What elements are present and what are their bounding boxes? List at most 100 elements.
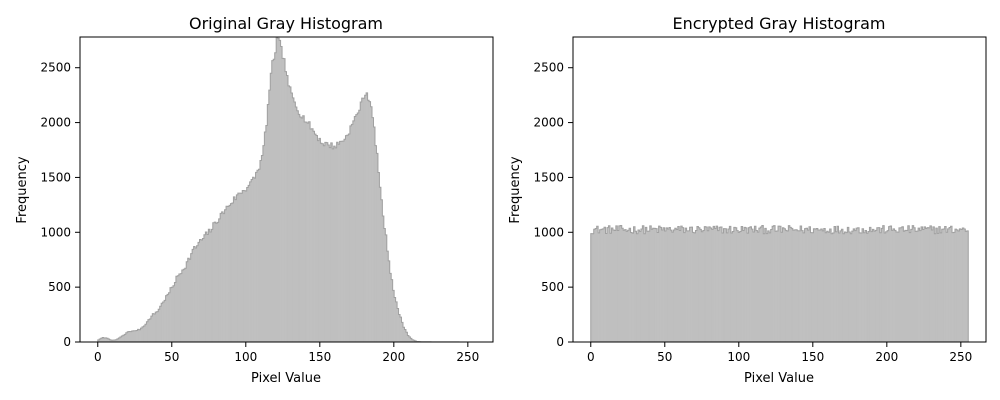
histogram-bar bbox=[816, 228, 819, 342]
histogram-bar bbox=[183, 269, 186, 342]
histogram-bar bbox=[143, 326, 146, 342]
y-tick-label: 1000 bbox=[533, 225, 564, 239]
histogram-bar bbox=[786, 230, 789, 342]
histogram-bar bbox=[848, 231, 851, 342]
histogram-bar bbox=[217, 222, 220, 342]
histogram-bar bbox=[298, 114, 301, 342]
histogram-bar bbox=[671, 232, 674, 342]
histogram-bar bbox=[663, 227, 665, 342]
histogram-bar bbox=[850, 233, 853, 342]
histogram-bar bbox=[938, 226, 941, 342]
histogram-bar bbox=[326, 142, 329, 342]
histogram-bar bbox=[890, 226, 892, 342]
y-tick-label: 2000 bbox=[533, 116, 564, 130]
histogram-bar bbox=[128, 331, 131, 342]
histogram-bar bbox=[956, 229, 959, 342]
histogram-bar bbox=[289, 86, 292, 343]
histogram-bar bbox=[810, 232, 813, 342]
histogram-bar bbox=[708, 226, 711, 342]
y-tick-label: 1500 bbox=[40, 170, 71, 184]
histogram-bar bbox=[352, 120, 355, 342]
histogram-bar bbox=[943, 229, 945, 342]
histogram-bar bbox=[386, 251, 389, 342]
histogram-bar bbox=[389, 273, 392, 342]
histogram-bar bbox=[131, 330, 134, 342]
histogram-bar bbox=[155, 312, 158, 342]
histogram-bar bbox=[916, 231, 919, 342]
histogram-bar bbox=[789, 227, 792, 342]
histogram-bar bbox=[301, 118, 304, 342]
histogram-bar bbox=[358, 110, 361, 342]
histogram-bar bbox=[699, 229, 702, 342]
histogram-bar bbox=[761, 225, 764, 342]
histogram-bar bbox=[813, 228, 816, 342]
histogram-bar bbox=[323, 145, 326, 342]
histogram-bar bbox=[921, 226, 923, 342]
histogram-bar bbox=[127, 331, 130, 342]
histogram-bar bbox=[726, 232, 729, 342]
histogram-bar bbox=[310, 129, 312, 342]
histogram-bar bbox=[152, 313, 155, 342]
histogram-bar bbox=[962, 228, 965, 342]
histogram-bar bbox=[367, 100, 370, 342]
histogram-bar bbox=[178, 274, 181, 342]
histogram-bar bbox=[149, 319, 152, 342]
histogram-bar bbox=[673, 230, 676, 342]
histogram-bar bbox=[240, 193, 243, 342]
histogram-bar bbox=[282, 58, 284, 342]
histogram-bar bbox=[366, 92, 368, 342]
histogram-bar bbox=[798, 230, 801, 342]
histogram-bar bbox=[691, 227, 693, 342]
histogram-bar bbox=[202, 238, 205, 342]
encrypted-plot-frame bbox=[572, 36, 987, 343]
histogram-bar bbox=[186, 261, 189, 342]
histogram-bar bbox=[596, 226, 599, 342]
histogram-bar bbox=[720, 226, 723, 342]
x-tick-label: 250 bbox=[949, 350, 972, 364]
histogram-bar bbox=[674, 228, 677, 342]
x-tick-label: 200 bbox=[875, 350, 898, 364]
histogram-bar bbox=[330, 142, 333, 342]
histogram-bar bbox=[941, 229, 944, 342]
y-tick-label: 0 bbox=[63, 335, 71, 349]
histogram-bar bbox=[156, 311, 159, 342]
histogram-bar bbox=[713, 226, 715, 342]
histogram-bar bbox=[287, 85, 290, 342]
histogram-bar bbox=[233, 196, 236, 342]
histogram-bar bbox=[267, 104, 270, 343]
histogram-bar bbox=[313, 131, 315, 342]
histogram-bar bbox=[205, 232, 208, 342]
histogram-bar bbox=[865, 230, 867, 342]
histogram-bar bbox=[893, 228, 895, 342]
histogram-bar bbox=[102, 337, 105, 342]
histogram-bar bbox=[203, 234, 206, 342]
histogram-bar bbox=[739, 231, 742, 342]
histogram-bar bbox=[770, 229, 773, 342]
x-tick-label: 100 bbox=[727, 350, 750, 364]
histogram-bar bbox=[859, 232, 861, 342]
histogram-bar bbox=[307, 123, 309, 343]
histogram-bar bbox=[710, 228, 713, 342]
histogram-bar bbox=[785, 230, 788, 342]
histogram-bar bbox=[118, 337, 121, 342]
histogram-bar bbox=[716, 226, 718, 342]
histogram-bar bbox=[254, 178, 256, 342]
histogram-bar bbox=[376, 153, 379, 342]
histogram-bar bbox=[354, 116, 357, 342]
x-tick-label: 100 bbox=[234, 350, 257, 364]
histogram-bar bbox=[807, 230, 810, 342]
histogram-bar bbox=[338, 144, 340, 342]
histogram-bar bbox=[344, 139, 346, 342]
histogram-bar bbox=[963, 229, 966, 342]
histogram-bar bbox=[407, 335, 410, 342]
histogram-bar bbox=[772, 226, 774, 342]
histogram-bar bbox=[875, 230, 878, 342]
histogram-bar bbox=[116, 338, 119, 342]
histogram-bar bbox=[782, 227, 785, 342]
histogram-bar bbox=[245, 191, 248, 342]
histogram-bar bbox=[223, 213, 225, 342]
histogram-bar bbox=[315, 135, 318, 342]
histogram-bar bbox=[125, 332, 128, 342]
histogram-bar bbox=[97, 339, 100, 342]
